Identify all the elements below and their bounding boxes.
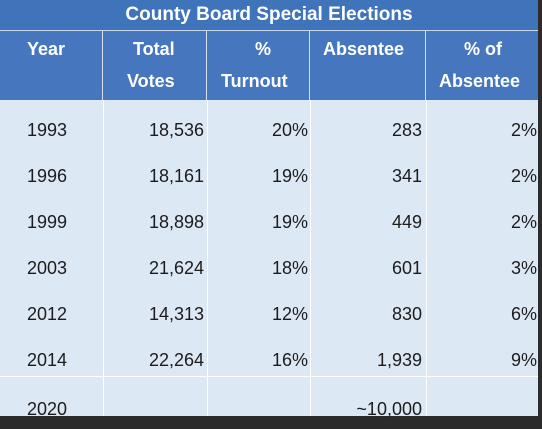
table-row: 2003 21,624 18% 601 3% xyxy=(0,245,538,291)
cell-year: 1993 xyxy=(27,120,68,140)
cell-pct-absentee: 2% xyxy=(510,212,537,232)
cell-year: 2012 xyxy=(27,304,68,324)
cell-absentee: 341 xyxy=(391,166,422,186)
cell-absentee: 830 xyxy=(391,304,422,324)
table-header-row: Year Total Votes % Turnout Absentee % of… xyxy=(0,31,538,100)
cell-pct-absentee: 9% xyxy=(510,350,537,370)
elections-table: County Board Special Elections Year Tota… xyxy=(0,0,538,419)
cell-turnout: 20% xyxy=(271,120,308,140)
cell-absentee: 449 xyxy=(391,212,422,232)
header-total-votes-line1: Total xyxy=(133,39,175,59)
cell-turnout: 19% xyxy=(271,166,308,186)
cell-total-votes: 18,536 xyxy=(148,120,204,140)
header-pct-absentee-line1: % of xyxy=(464,39,502,59)
table-row: 2020 ~10,000 xyxy=(0,383,538,423)
table-row: 1999 18,898 19% 449 2% xyxy=(0,199,538,245)
cell-absentee: ~10,000 xyxy=(356,399,422,419)
cell-pct-absentee: 2% xyxy=(510,166,537,186)
cell-turnout: 19% xyxy=(271,212,308,232)
header-pct-absentee: % of Absentee xyxy=(426,31,538,100)
cell-pct-absentee: 3% xyxy=(510,258,537,278)
header-year: Year xyxy=(0,31,103,100)
header-turnout-line1: % xyxy=(255,39,272,59)
cell-total-votes: 18,898 xyxy=(148,212,204,232)
table-row: 1993 18,536 20% 283 2% xyxy=(0,107,538,153)
cell-total-votes: 21,624 xyxy=(148,258,204,278)
cell-year: 1999 xyxy=(27,212,68,232)
header-year-label: Year xyxy=(27,39,66,59)
cell-total-votes: 18,161 xyxy=(148,166,204,186)
column-divider xyxy=(310,100,311,416)
cell-year: 2003 xyxy=(27,258,68,278)
header-total-votes: Total Votes xyxy=(103,31,207,100)
cell-pct-absentee: 6% xyxy=(510,304,537,324)
table-row: 2014 22,264 16% 1,939 9% xyxy=(0,337,538,383)
cell-year: 2014 xyxy=(27,350,68,370)
header-pct-absentee-line2: Absentee xyxy=(439,71,521,91)
header-absentee-label: Absentee xyxy=(323,39,405,59)
row-divider xyxy=(0,376,538,377)
header-total-votes-line2: Votes xyxy=(127,71,175,91)
column-divider xyxy=(103,100,104,416)
table-row: 1996 18,161 19% 341 2% xyxy=(0,153,538,199)
table-row: 2012 14,313 12% 830 6% xyxy=(0,291,538,337)
cell-absentee: 283 xyxy=(391,120,422,140)
column-divider xyxy=(207,100,208,416)
cell-year: 2020 xyxy=(27,399,68,419)
cell-absentee: 601 xyxy=(391,258,422,278)
header-turnout-line2: Turnout xyxy=(221,71,288,91)
cell-absentee: 1,939 xyxy=(376,350,422,370)
table-body: 1993 18,536 20% 283 2% 1996 18,161 19% 3… xyxy=(0,100,538,423)
cell-year: 1996 xyxy=(27,166,68,186)
header-turnout: % Turnout xyxy=(207,31,310,100)
cell-turnout: 18% xyxy=(271,258,308,278)
cell-pct-absentee: 2% xyxy=(510,120,537,140)
table-title: County Board Special Elections xyxy=(0,0,538,31)
column-divider xyxy=(426,100,427,416)
cell-total-votes: 14,313 xyxy=(148,304,204,324)
cell-turnout: 12% xyxy=(271,304,308,324)
cell-total-votes: 22,264 xyxy=(148,350,204,370)
cell-turnout: 16% xyxy=(271,350,308,370)
header-absentee: Absentee xyxy=(310,31,426,100)
